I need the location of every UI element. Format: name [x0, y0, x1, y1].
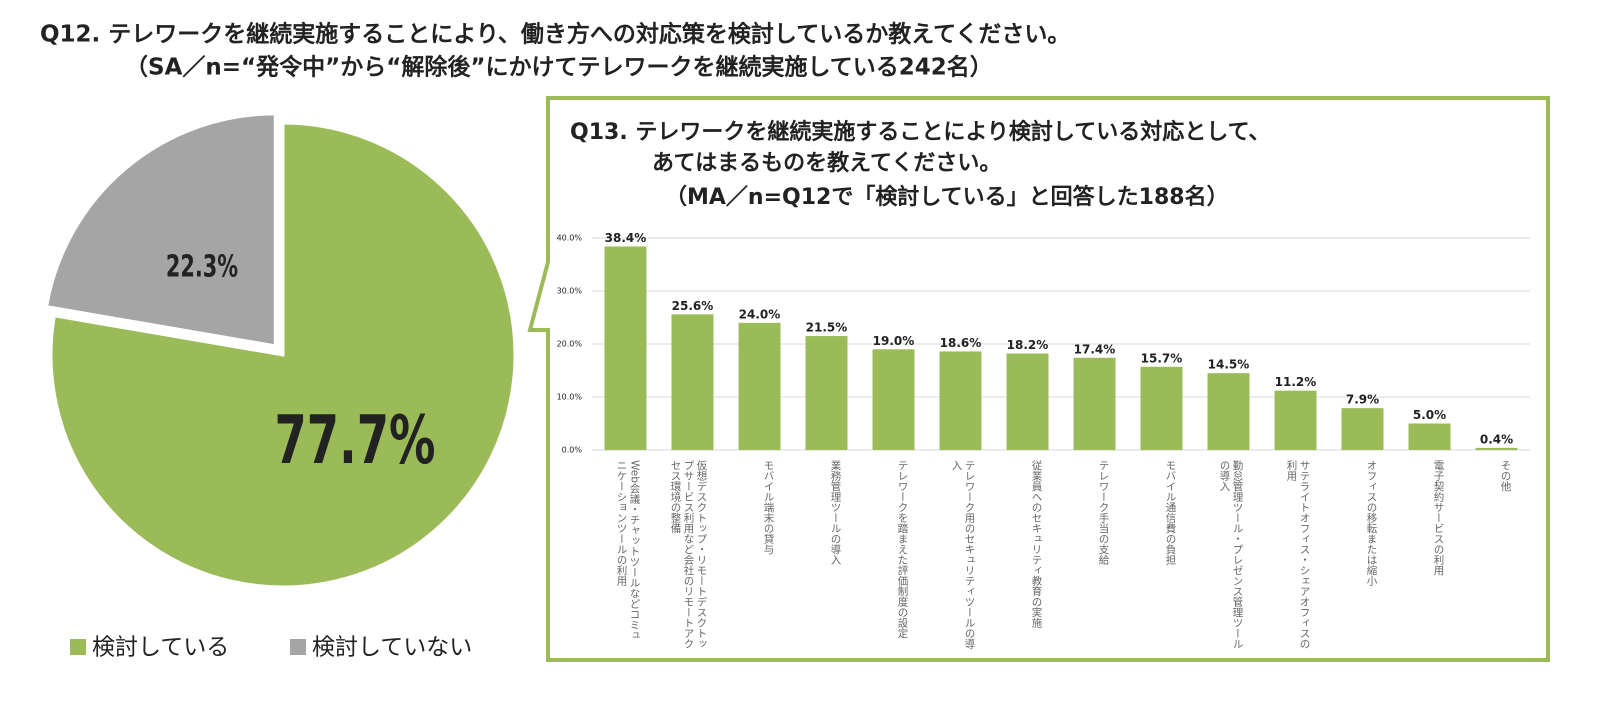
value-label: 21.5%: [806, 321, 848, 335]
x-tick-label: 業務管理ツールの導入: [829, 460, 842, 565]
bar: [604, 246, 647, 450]
value-label: 7.9%: [1346, 393, 1379, 407]
bar-subtitle: （MA／n=Q12で「検討している」と回答した188名）: [665, 184, 1229, 210]
pie-slice: [44, 112, 277, 348]
bar: [1341, 408, 1384, 450]
bar-title: Q13. テレワークを継続実施することにより検討している対応として、: [570, 119, 1270, 145]
bar-title: あてはまるものを教えてください。: [652, 150, 1001, 176]
y-tick-label: 20.0%: [557, 340, 583, 349]
bar: [939, 351, 982, 450]
bar: [1140, 366, 1183, 450]
x-tick-label: テレワークを踏まえた評価制度の設定: [896, 460, 909, 639]
legend-swatch: [70, 639, 86, 655]
value-label: 18.6%: [940, 336, 982, 350]
x-tick-label: テレワーク用のセキュリティツールの導入: [950, 460, 976, 649]
y-tick-label: 0.0%: [562, 446, 583, 455]
slice-label: 22.3%: [166, 250, 238, 285]
legend-swatch: [290, 639, 306, 655]
x-tick-label: オフィスの移転または縮小: [1365, 460, 1378, 586]
value-label: 11.2%: [1275, 375, 1317, 389]
x-tick-label: Web会議・チャットツールなどコミュニケーションツールの利用: [615, 460, 641, 641]
legend-label: 検討していない: [312, 635, 472, 661]
value-label: 25.6%: [672, 299, 714, 313]
bar: [671, 314, 714, 450]
value-label: 0.4%: [1480, 432, 1513, 446]
bar: [1207, 373, 1250, 450]
slice-label: 77.7%: [275, 402, 436, 480]
value-label: 15.7%: [1141, 351, 1183, 365]
x-tick-label: サテライトオフィス・シェアオフィスの利用: [1285, 460, 1311, 649]
x-tick-label: その他: [1499, 460, 1512, 492]
bar: [1274, 390, 1317, 450]
value-label: 17.4%: [1074, 342, 1116, 356]
value-label: 5.0%: [1413, 408, 1446, 422]
bar: [872, 349, 915, 450]
x-tick-label: モバイル端末の貸与: [762, 460, 775, 555]
y-tick-label: 40.0%: [557, 234, 583, 243]
y-tick-label: 10.0%: [557, 393, 583, 402]
bar: [1475, 447, 1518, 450]
pie-title: Q12. テレワークを継続実施することにより、働き方への対応策を検討しているか教…: [40, 21, 1070, 48]
bar: [1073, 357, 1116, 450]
bar: [1408, 423, 1451, 450]
x-tick-label: テレワーク手当の支給: [1097, 460, 1110, 565]
x-tick-label: 勤怠管理ツール・プレゼンス管理ツールの導入: [1218, 460, 1244, 649]
value-label: 24.0%: [739, 307, 781, 321]
bar: [738, 322, 781, 450]
value-label: 14.5%: [1208, 358, 1250, 372]
value-label: 19.0%: [873, 334, 915, 348]
y-tick-label: 30.0%: [557, 287, 583, 296]
x-tick-label: 仮想デスクトップ・リモートデスクトップサービス利用など会社のリモートアクセス環境…: [669, 460, 708, 649]
value-label: 18.2%: [1007, 338, 1049, 352]
bar: [805, 336, 848, 450]
x-tick-label: 従業員へのセキュリティ教育の実施: [1030, 460, 1043, 628]
pie-subtitle: （SA／n=“発令中”から“解除後”にかけてテレワークを継続実施している242名…: [125, 54, 993, 81]
pie-slice: [49, 121, 517, 589]
bar: [1006, 353, 1049, 450]
legend-label: 検討している: [92, 635, 229, 661]
x-tick-label: モバイル通信費の負担: [1164, 460, 1177, 565]
x-tick-label: 電子契約サービスの利用: [1432, 460, 1445, 576]
value-label: 38.4%: [605, 231, 647, 245]
